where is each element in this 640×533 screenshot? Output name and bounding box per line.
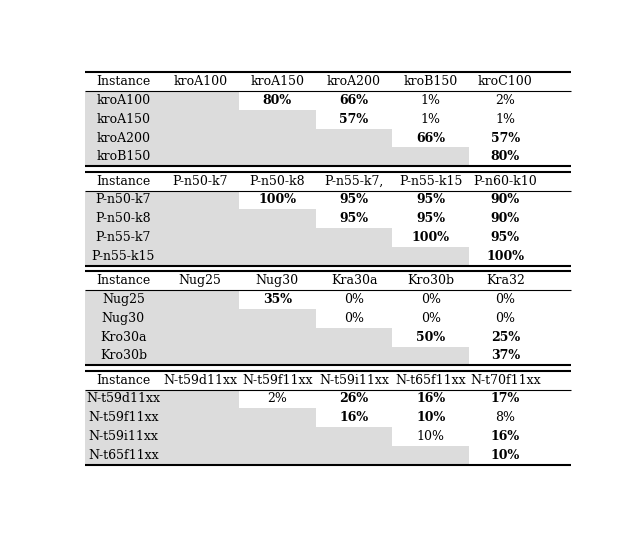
Text: 95%: 95% — [491, 231, 520, 244]
Text: 0%: 0% — [421, 312, 441, 325]
Text: Instance: Instance — [96, 374, 150, 386]
Text: Kro30b: Kro30b — [407, 274, 454, 287]
Text: kroA100: kroA100 — [97, 94, 150, 107]
Bar — [85, 309, 316, 328]
Text: Nug30: Nug30 — [102, 312, 145, 325]
Text: 0%: 0% — [421, 293, 441, 306]
Text: 35%: 35% — [262, 293, 292, 306]
Bar — [85, 427, 392, 446]
Bar — [85, 346, 469, 365]
Text: 100%: 100% — [486, 250, 524, 263]
Text: 66%: 66% — [340, 94, 369, 107]
Text: Nug25: Nug25 — [102, 293, 145, 306]
Bar — [85, 247, 469, 266]
Text: N-t59i11xx: N-t59i11xx — [88, 430, 158, 443]
Text: 95%: 95% — [340, 193, 369, 206]
Bar — [85, 408, 316, 427]
Text: P-n50-k7: P-n50-k7 — [173, 175, 228, 188]
Text: kroC100: kroC100 — [478, 75, 532, 88]
Text: 57%: 57% — [339, 113, 369, 126]
Text: P-n55-k7,: P-n55-k7, — [324, 175, 383, 188]
Text: 26%: 26% — [339, 392, 369, 406]
Text: Kro30b: Kro30b — [100, 350, 147, 362]
Text: 95%: 95% — [417, 212, 445, 225]
Text: 2%: 2% — [268, 392, 287, 406]
Text: kroA100: kroA100 — [173, 75, 227, 88]
Text: N-t70f11xx: N-t70f11xx — [470, 374, 541, 386]
Text: 1%: 1% — [421, 94, 441, 107]
Text: 16%: 16% — [339, 411, 369, 424]
Bar — [85, 190, 239, 209]
Text: kroB150: kroB150 — [96, 150, 150, 164]
Text: 2%: 2% — [495, 94, 515, 107]
Text: 37%: 37% — [491, 350, 520, 362]
Text: kroB150: kroB150 — [404, 75, 458, 88]
Text: 16%: 16% — [491, 430, 520, 443]
Text: 8%: 8% — [495, 411, 515, 424]
Text: 17%: 17% — [491, 392, 520, 406]
Text: 50%: 50% — [417, 330, 445, 344]
Text: P-n50-k8: P-n50-k8 — [250, 175, 305, 188]
Text: Kro30a: Kro30a — [100, 330, 147, 344]
Text: Nug25: Nug25 — [179, 274, 221, 287]
Text: 80%: 80% — [491, 150, 520, 164]
Text: kroA150: kroA150 — [250, 75, 304, 88]
Bar — [85, 209, 316, 228]
Text: 10%: 10% — [491, 449, 520, 462]
Text: 95%: 95% — [417, 193, 445, 206]
Text: 1%: 1% — [421, 113, 441, 126]
Text: 25%: 25% — [491, 330, 520, 344]
Text: N-t59d11xx: N-t59d11xx — [86, 392, 161, 406]
Text: N-t59i11xx: N-t59i11xx — [319, 374, 389, 386]
Text: 100%: 100% — [412, 231, 450, 244]
Bar — [85, 390, 239, 408]
Text: Kra30a: Kra30a — [331, 274, 378, 287]
Text: 95%: 95% — [340, 212, 369, 225]
Text: 80%: 80% — [262, 94, 292, 107]
Bar — [85, 290, 239, 309]
Text: 0%: 0% — [344, 293, 364, 306]
Text: Nug30: Nug30 — [255, 274, 299, 287]
Text: kroA200: kroA200 — [327, 75, 381, 88]
Text: N-t59d11xx: N-t59d11xx — [163, 374, 237, 386]
Text: P-n60-k10: P-n60-k10 — [474, 175, 537, 188]
Text: 90%: 90% — [491, 212, 520, 225]
Text: 0%: 0% — [344, 312, 364, 325]
Text: Instance: Instance — [96, 75, 150, 88]
Text: 10%: 10% — [416, 411, 445, 424]
Text: kroA150: kroA150 — [97, 113, 150, 126]
Bar — [85, 91, 239, 110]
Text: 0%: 0% — [495, 312, 515, 325]
Bar — [85, 148, 469, 166]
Text: P-n55-k7: P-n55-k7 — [96, 231, 151, 244]
Text: Kra32: Kra32 — [486, 274, 525, 287]
Text: Instance: Instance — [96, 274, 150, 287]
Bar — [85, 228, 392, 247]
Bar — [85, 446, 469, 465]
Text: Instance: Instance — [96, 175, 150, 188]
Text: P-n55-k15: P-n55-k15 — [399, 175, 463, 188]
Bar — [85, 328, 392, 346]
Bar — [85, 110, 316, 128]
Text: 0%: 0% — [495, 293, 515, 306]
Text: 66%: 66% — [417, 132, 445, 144]
Text: 10%: 10% — [417, 430, 445, 443]
Text: N-t65f11xx: N-t65f11xx — [88, 449, 159, 462]
Text: 57%: 57% — [491, 132, 520, 144]
Text: P-n55-k15: P-n55-k15 — [92, 250, 155, 263]
Text: P-n50-k7: P-n50-k7 — [95, 193, 151, 206]
Bar — [85, 128, 392, 148]
Text: N-t65f11xx: N-t65f11xx — [396, 374, 466, 386]
Text: P-n50-k8: P-n50-k8 — [95, 212, 151, 225]
Text: N-t59f11xx: N-t59f11xx — [242, 374, 312, 386]
Text: N-t59f11xx: N-t59f11xx — [88, 411, 159, 424]
Text: 1%: 1% — [495, 113, 515, 126]
Text: 100%: 100% — [258, 193, 296, 206]
Text: 16%: 16% — [417, 392, 445, 406]
Text: 90%: 90% — [491, 193, 520, 206]
Text: kroA200: kroA200 — [97, 132, 150, 144]
